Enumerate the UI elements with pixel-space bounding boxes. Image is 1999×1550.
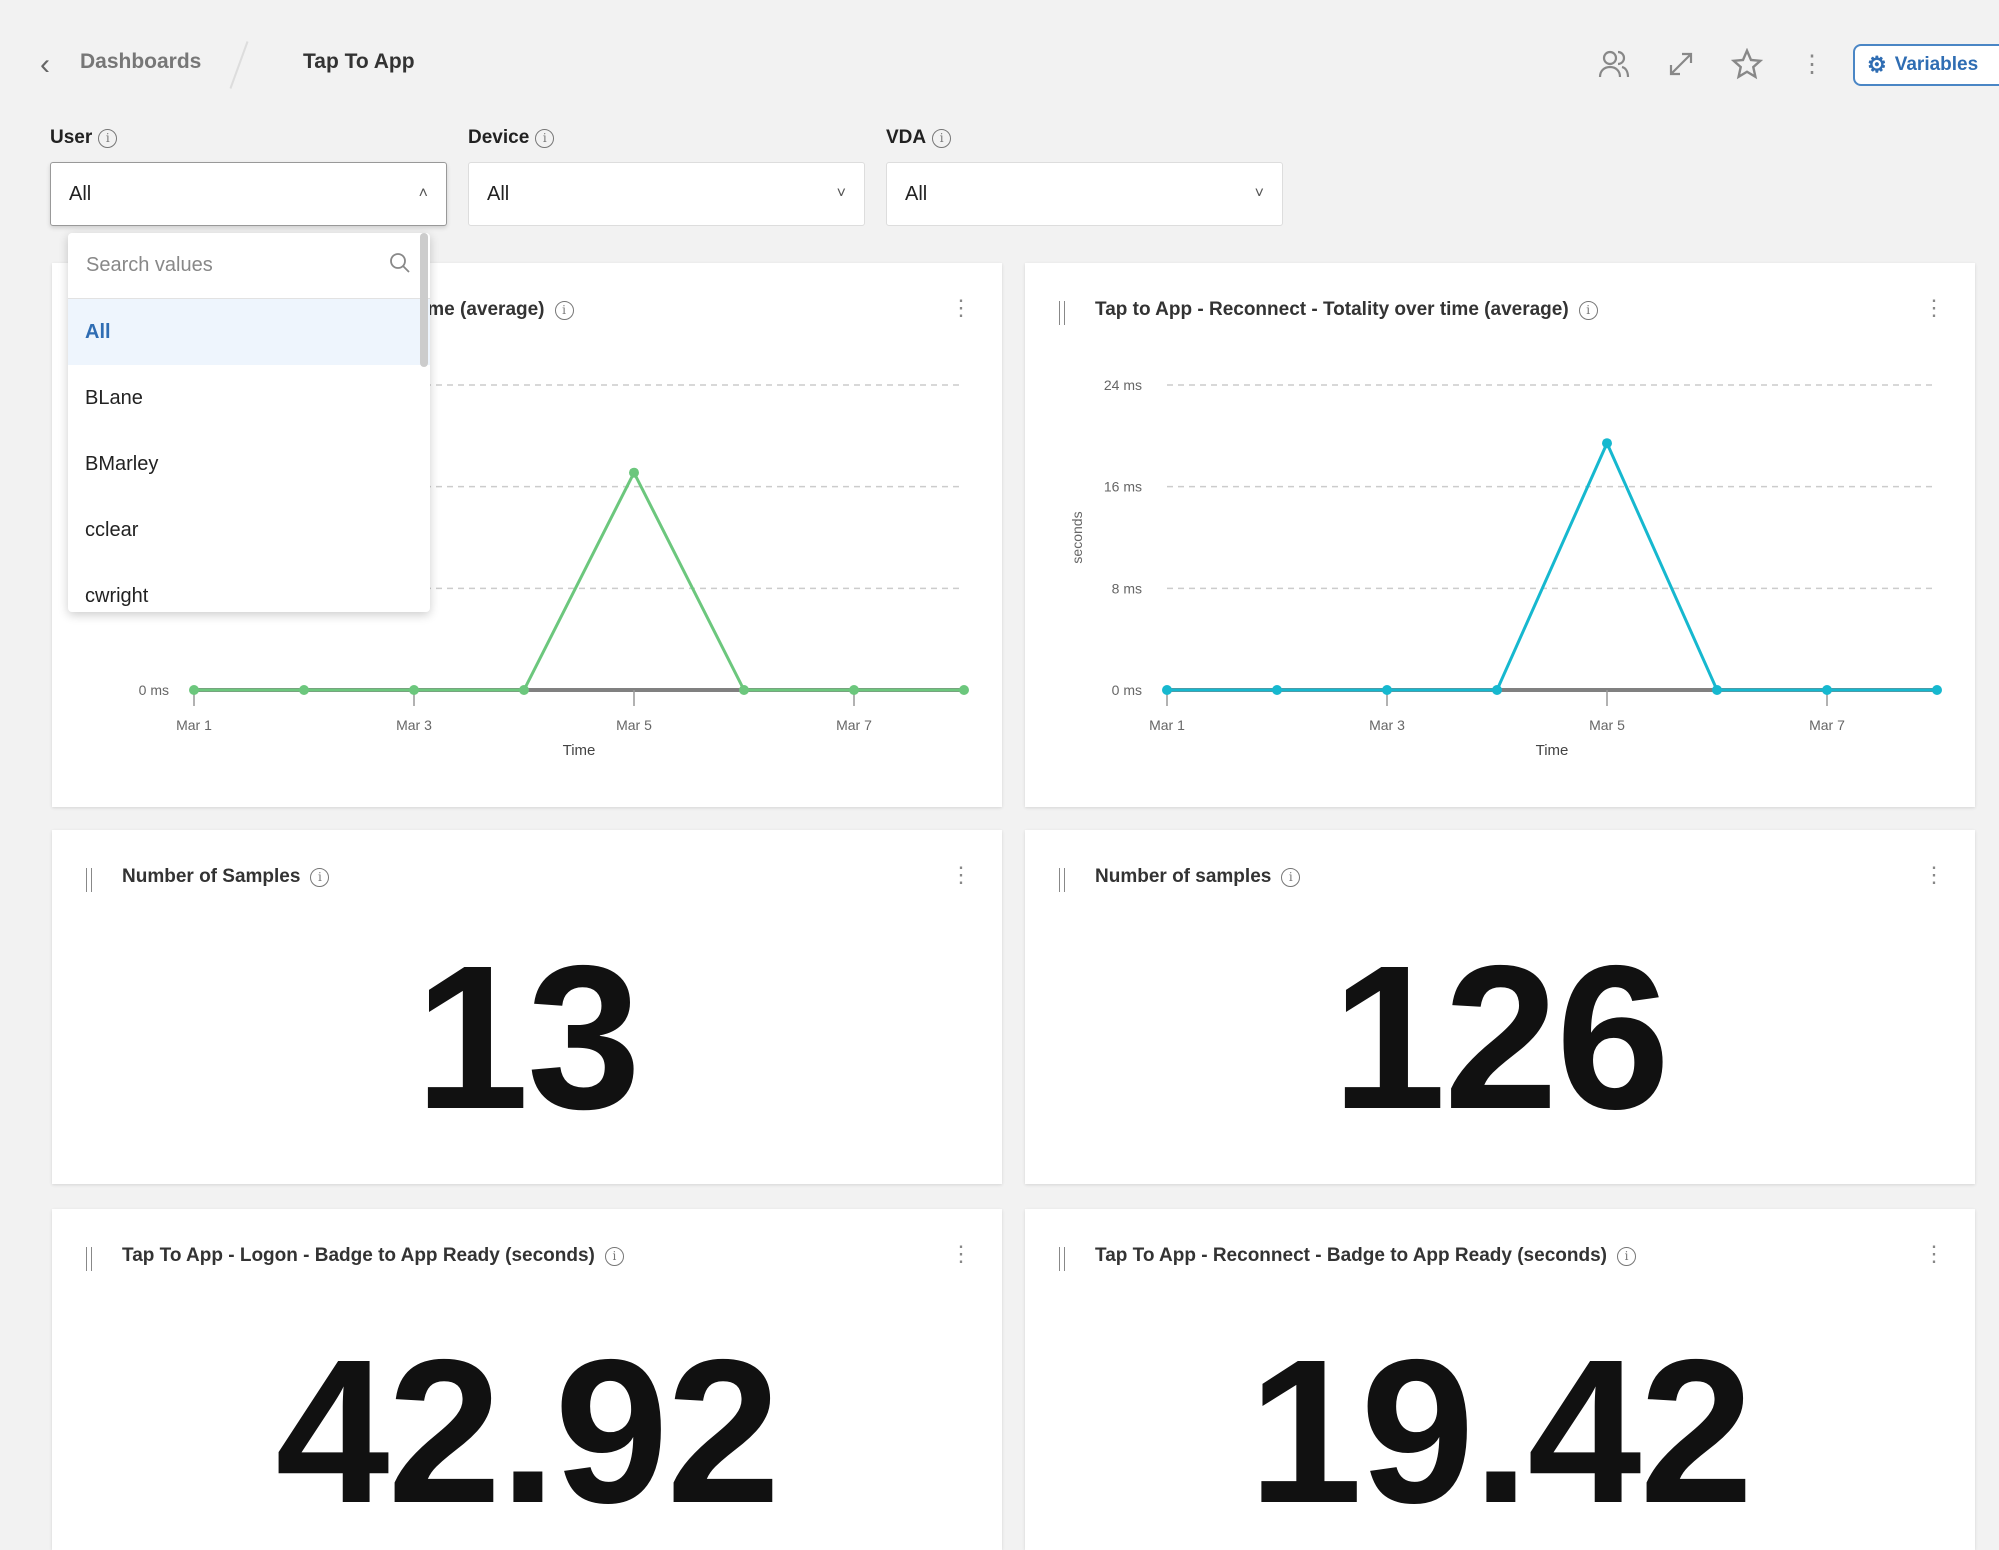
y-tick-label: 8 ms — [1112, 580, 1142, 596]
device-filter-label: Device i — [468, 127, 555, 149]
search-icon — [388, 251, 412, 281]
badge-logon-panel: Tap To App - Logon - Badge to App Ready … — [52, 1209, 1002, 1550]
data-point — [409, 685, 419, 695]
x-axis-label: Time — [563, 742, 596, 759]
badge-value: 42.92 — [275, 1317, 780, 1546]
badge-value: 19.42 — [1248, 1317, 1753, 1546]
drag-handle-icon[interactable] — [1059, 301, 1065, 325]
drag-handle-icon[interactable] — [86, 868, 92, 892]
reconnect-line-chart: 0 ms 8 ms 16 ms 24 ms Mar 1 Mar 3 Mar 5 Mar 7 Ti… — [1069, 377, 1942, 759]
panel-menu-icon[interactable]: ⋮ — [1923, 1241, 1945, 1266]
data-point — [629, 467, 639, 478]
variables-button[interactable]: ⚙ Variables — [1853, 44, 1999, 86]
info-icon[interactable]: i — [1578, 300, 1598, 320]
chevron-down-icon: ˅ — [836, 185, 846, 202]
data-point — [299, 685, 309, 695]
panel-title: Tap To App - Reconnect - Badge to App Re… — [1095, 1245, 1607, 1266]
info-icon[interactable]: i — [535, 128, 555, 148]
x-tick-label: Mar 3 — [1369, 717, 1405, 733]
info-icon[interactable]: i — [932, 128, 952, 148]
x-tick-label: Mar 1 — [176, 717, 212, 733]
drag-handle-icon[interactable] — [86, 1247, 92, 1271]
drag-handle-icon[interactable] — [1059, 868, 1065, 892]
x-tick-label: Mar 1 — [1149, 717, 1185, 733]
y-tick-label: 16 ms — [1104, 479, 1142, 495]
chevron-up-icon: ˄ — [418, 185, 428, 202]
x-tick-label: Mar 7 — [836, 717, 872, 733]
badge-reconnect-panel: Tap To App - Reconnect - Badge to App Re… — [1025, 1209, 1975, 1550]
page-title: Tap To App — [303, 50, 415, 73]
data-point — [1162, 685, 1172, 695]
info-icon[interactable]: i — [554, 300, 574, 320]
dropdown-option-cwright[interactable]: cwright — [85, 584, 149, 607]
panel-menu-icon[interactable]: ⋮ — [950, 862, 972, 887]
dropdown-option-bmarley[interactable]: BMarley — [85, 452, 159, 475]
panel-title: ime (average) — [422, 299, 545, 320]
series-line — [194, 469, 964, 692]
samples-logon-panel: Number of Samples i ⋮ 13 — [52, 830, 1002, 1184]
data-point — [1492, 685, 1502, 695]
y-axis-label: seconds — [1069, 511, 1085, 563]
data-point — [189, 685, 199, 695]
data-point — [959, 685, 969, 695]
data-point — [1822, 685, 1832, 695]
panel-menu-icon[interactable]: ⋮ — [1923, 862, 1945, 887]
x-tick-label: Mar 3 — [396, 717, 432, 733]
breadcrumb-dashboards[interactable]: Dashboards — [80, 50, 202, 73]
user-dropdown-menu: Search values All BLane BMarley cclear c… — [68, 233, 430, 612]
x-tick-label: Mar 5 — [1589, 717, 1625, 733]
series-line — [1167, 439, 1937, 692]
panel-title: Tap To App - Logon - Badge to App Ready … — [122, 1245, 595, 1266]
info-icon[interactable]: i — [98, 128, 118, 148]
dropdown-option-all[interactable]: All — [68, 299, 430, 365]
gear-icon: ⚙ — [1867, 52, 1887, 77]
device-select[interactable]: All ˅ — [468, 162, 865, 226]
data-point — [1712, 685, 1722, 695]
y-tick-label: 0 ms — [1112, 682, 1142, 698]
user-filter-label: User i — [50, 127, 118, 149]
panel-menu-icon[interactable]: ⋮ — [950, 1241, 972, 1266]
expand-icon[interactable] — [1661, 44, 1701, 84]
data-point — [849, 685, 859, 695]
user-select[interactable]: All ˄ — [50, 162, 447, 226]
data-point — [1932, 685, 1942, 695]
data-point — [1602, 438, 1612, 449]
samples-value: 13 — [414, 923, 641, 1152]
panel-menu-icon[interactable]: ⋮ — [950, 295, 972, 320]
x-axis-label: Time — [1536, 742, 1569, 759]
y-tick-label: 24 ms — [1104, 377, 1142, 393]
search-values-input[interactable]: Search values — [68, 233, 430, 299]
info-icon[interactable]: i — [1281, 867, 1301, 887]
info-icon[interactable]: i — [1616, 1246, 1636, 1266]
panel-title: Number of samples — [1095, 866, 1272, 887]
reconnect-totality-chart-panel: Tap to App - Reconnect - Totality over t… — [1025, 263, 1975, 807]
chevron-down-icon: ˅ — [1254, 185, 1264, 202]
data-point — [739, 685, 749, 695]
vda-filter-label: VDA i — [886, 127, 952, 149]
x-tick-label: Mar 7 — [1809, 717, 1845, 733]
data-point — [1382, 685, 1392, 695]
info-icon[interactable]: i — [604, 1246, 624, 1266]
users-icon[interactable] — [1594, 44, 1634, 84]
y-tick-label: 0 ms — [139, 682, 169, 698]
samples-reconnect-panel: Number of samples i ⋮ 126 — [1025, 830, 1975, 1184]
panel-menu-icon[interactable]: ⋮ — [1923, 295, 1945, 320]
drag-handle-icon[interactable] — [1059, 1247, 1065, 1271]
x-tick-label: Mar 5 — [616, 717, 652, 733]
panel-title: Tap to App - Reconnect - Totality over t… — [1095, 299, 1569, 320]
dropdown-scrollbar[interactable] — [420, 233, 428, 367]
panel-title: Number of Samples — [122, 866, 301, 887]
breadcrumb-divider — [229, 41, 249, 89]
info-icon[interactable]: i — [310, 867, 330, 887]
data-point — [519, 685, 529, 695]
dropdown-option-cclear[interactable]: cclear — [85, 518, 139, 541]
back-chevron-icon[interactable]: ‹ — [40, 48, 50, 81]
dropdown-option-blane[interactable]: BLane — [85, 386, 143, 409]
samples-value: 126 — [1331, 923, 1670, 1152]
star-icon[interactable] — [1727, 44, 1767, 84]
more-options-icon[interactable]: ⋮ — [1800, 50, 1824, 78]
data-point — [1272, 685, 1282, 695]
vda-select[interactable]: All ˅ — [886, 162, 1283, 226]
